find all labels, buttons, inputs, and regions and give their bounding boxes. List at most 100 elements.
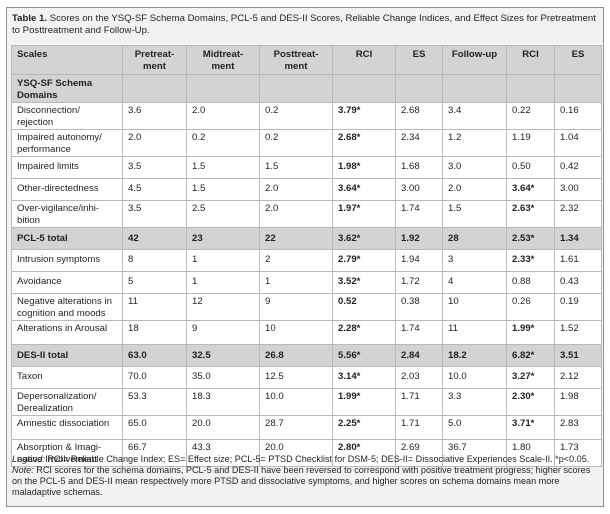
table-cell: 1.74 [395,320,443,345]
section-summary-cell [395,74,443,103]
table-cell: 4 [442,271,507,294]
table-cell: 1 [259,271,333,294]
section-summary-cell: 2.84 [395,344,443,367]
table-cell: 1.97* [332,200,396,228]
table-cell: 0.16 [554,102,602,130]
table-cell: 1.94 [395,249,443,272]
table-cell: 53.3 [122,388,187,416]
table-cell: 1.52 [554,320,602,345]
header-row: Scales Pretreat-ment Midtreat-ment Posttrea… [11,45,602,75]
column-header: Follow-up [442,45,507,75]
table-cell: 18.3 [186,388,260,416]
table-frame: Table 1. Scores on the YSQ-SF Schema Dom… [6,7,604,507]
table-cell: 1.5 [259,156,333,179]
table-cell: 3.5 [122,200,187,228]
table-row: Absorption & Imagi-native Involvement 66.… [11,439,602,467]
table-cell: 11 [442,320,507,345]
table-row: Over-vigilance/inhi-bition 3.5 2.5 2.0 1.97*… [11,200,602,228]
table-cell: 0.22 [506,102,555,130]
table-cell: 1.73 [554,439,602,467]
table-cell: 5.0 [442,415,507,440]
row-label: Amnestic dissociation [11,415,123,440]
table-cell: 2.68* [332,129,396,157]
table-cell: 1.99* [506,320,555,345]
table-cell: 10.0 [259,388,333,416]
table-cell: 0.88 [506,271,555,294]
table-cell: 2.0 [186,102,260,130]
table-cell: 1 [186,271,260,294]
table-row: Amnestic dissociation 65.0 20.0 28.7 2.25* 1.… [11,415,602,440]
table-cell: 1.04 [554,129,602,157]
table-cell: 4.5 [122,178,187,201]
section-summary-cell: 63.0 [122,344,187,367]
table-cell: 2.0 [259,178,333,201]
table-cell: 3.6 [122,102,187,130]
section-summary-cell: 5.56* [332,344,396,367]
table-cell: 2.0 [122,129,187,157]
section-summary-cell: 6.82* [506,344,555,367]
table-cell: 2.0 [442,178,507,201]
scores-table: Scales Pretreat-ment Midtreat-ment Posttrea… [11,45,602,467]
table-cell: 3.4 [442,102,507,130]
note-line: Note: RCI scores for the schema domains,… [12,465,602,498]
column-header: ES [395,45,443,75]
section-summary-cell: 3.51 [554,344,602,367]
table-row: Impaired autonomy/ performance 2.0 0.2 0.2 2… [11,129,602,157]
section-summary-cell: 28 [442,227,507,250]
table-cell: 1.71 [395,388,443,416]
table-cell: 3.79* [332,102,396,130]
row-label: Depersonalization/ Derealization [11,388,123,416]
table-cell: 2.28* [332,320,396,345]
row-label: Alterations in Arousal [11,320,123,345]
row-label: Taxon [11,366,123,389]
note-text: RCI scores for the schema domains, PCL-5… [12,465,591,497]
table-cell: 0.43 [554,271,602,294]
table-cell: 11 [122,293,187,321]
table-row: Taxon 70.0 35.0 12.5 3.14* 2.03 10.0 3.27* 2.12 [11,366,602,389]
table-row: Other-directedness 4.5 1.5 2.0 3.64* 3.00 2.0 3… [11,178,602,201]
table-cell: 9 [186,320,260,345]
table-cell: 3.27* [506,366,555,389]
row-label: Over-vigilance/inhi-bition [11,200,123,228]
table-cell: 1.71 [395,415,443,440]
table-cell: 3.0 [442,156,507,179]
table-cell: 3.64* [332,178,396,201]
table-cell: 10 [259,320,333,345]
table-cell: 9 [259,293,333,321]
table-cell: 1.5 [186,178,260,201]
section-summary-cell: 1.34 [554,227,602,250]
table-cell: 2.12 [554,366,602,389]
table-cell: 2.25* [332,415,396,440]
table-cell: 0.52 [332,293,396,321]
table-cell: 0.2 [186,129,260,157]
table-caption: Table 1. Scores on the YSQ-SF Schema Dom… [12,13,600,37]
section-summary-cell [122,74,187,103]
table-cell: 2.69 [395,439,443,467]
table-row: Avoidance 5 1 1 3.52* 1.72 4 0.88 0.43 [11,271,602,294]
legend-label: Legend: [12,454,45,464]
section-summary-cell: 22 [259,227,333,250]
table-cell: 28.7 [259,415,333,440]
table-cell: 1.2 [442,129,507,157]
section-summary-cell [554,74,602,103]
table-cell: 1.98* [332,156,396,179]
table-cell: 2.03 [395,366,443,389]
table-cell: 2.30* [506,388,555,416]
row-label: Absorption & Imagi-native Involvement [11,439,123,467]
table-cell: 66.7 [122,439,187,467]
table-cell: 10 [442,293,507,321]
column-header: RCI [332,45,396,75]
table-cell: 18 [122,320,187,345]
table-cell: 3.5 [122,156,187,179]
table-cell: 2.33* [506,249,555,272]
table-cell: 3.3 [442,388,507,416]
table-cell: 12.5 [259,366,333,389]
table-cell: 10.0 [442,366,507,389]
row-label: Impaired limits [11,156,123,179]
table-cell: 8 [122,249,187,272]
table-row: Alterations in Arousal 18 9 10 2.28* 1.74 11 1.… [11,320,602,345]
table-cell: 20.0 [186,415,260,440]
section-title: YSQ-SF Schema Domains [11,74,123,103]
section-summary-cell [332,74,396,103]
column-header: Posttreat-ment [259,45,333,75]
